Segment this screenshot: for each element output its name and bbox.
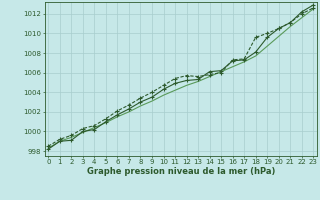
X-axis label: Graphe pression niveau de la mer (hPa): Graphe pression niveau de la mer (hPa): [87, 167, 275, 176]
